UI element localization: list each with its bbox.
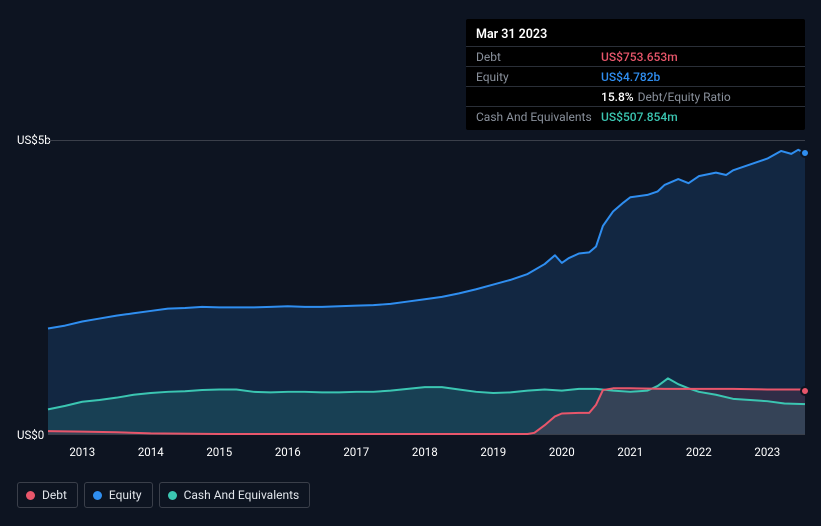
end-marker-equity — [800, 148, 810, 158]
legend-label: Debt — [42, 488, 67, 502]
x-axis-label: 2016 — [275, 445, 301, 459]
tooltip-date: Mar 31 2023 — [466, 23, 805, 46]
tooltip-label: Debt — [476, 50, 601, 64]
legend-label: Cash And Equivalents — [184, 488, 300, 502]
x-axis-label: 2019 — [480, 445, 506, 459]
tooltip-value: 15.8%Debt/Equity Ratio — [601, 90, 731, 104]
legend-label: Equity — [109, 488, 142, 502]
tooltip-row: DebtUS$753.653m — [466, 46, 805, 66]
tooltip-value: US$753.653m — [601, 50, 678, 64]
tooltip-value: US$4.782b — [601, 70, 660, 84]
tooltip-extra: Debt/Equity Ratio — [638, 90, 731, 104]
chart-container: US$0 US$5b 2013 2014 2015 2016 2017 2018 2019 20… — [17, 120, 805, 470]
x-axis-label: 2022 — [686, 445, 712, 459]
legend-item-cash-and-equivalents[interactable]: Cash And Equivalents — [159, 482, 311, 508]
x-axis-label: 2017 — [343, 445, 369, 459]
x-axis-label: 2015 — [206, 445, 232, 459]
legend-dot-icon — [93, 491, 102, 500]
tooltip-panel: Mar 31 2023 DebtUS$753.653mEquityUS$4.78… — [466, 19, 805, 130]
end-marker-debt — [800, 386, 810, 396]
x-axis-label: 2020 — [549, 445, 575, 459]
tooltip-label: Equity — [476, 70, 601, 84]
x-axis-label: 2021 — [617, 445, 643, 459]
y-axis-label: US$0 — [17, 428, 44, 442]
legend-dot-icon — [26, 491, 35, 500]
tooltip-label — [476, 90, 601, 104]
x-axis-label: 2013 — [69, 445, 95, 459]
x-axis-label: 2023 — [754, 445, 780, 459]
x-axis-label: 2018 — [412, 445, 438, 459]
tooltip-row: EquityUS$4.782b — [466, 66, 805, 86]
legend-item-equity[interactable]: Equity — [84, 482, 153, 508]
chart-plot-area[interactable] — [48, 140, 805, 435]
legend-dot-icon — [168, 491, 177, 500]
x-axis-label: 2014 — [138, 445, 164, 459]
y-axis-label: US$5b — [17, 133, 51, 147]
tooltip-row: 15.8%Debt/Equity Ratio — [466, 86, 805, 106]
legend: Debt Equity Cash And Equivalents — [17, 482, 310, 508]
legend-item-debt[interactable]: Debt — [17, 482, 78, 508]
